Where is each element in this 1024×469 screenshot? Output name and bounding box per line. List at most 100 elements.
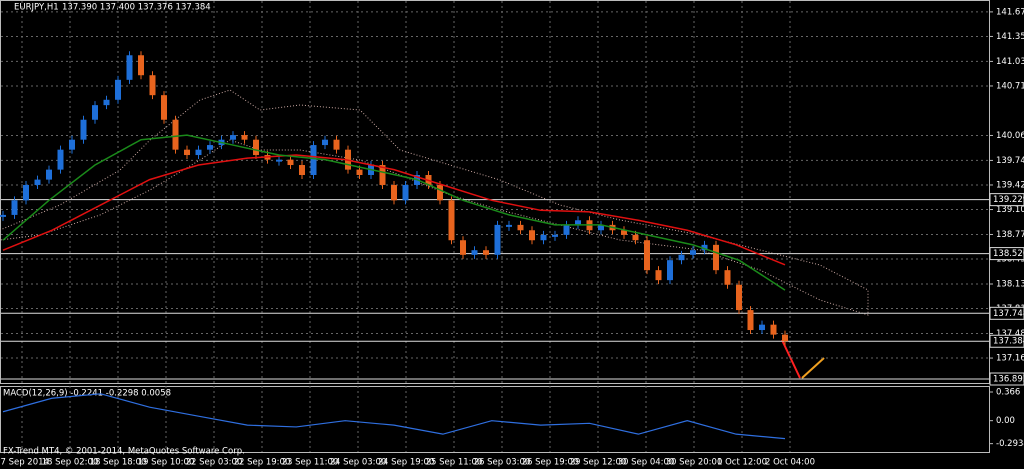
candle	[46, 169, 52, 180]
y-tick-label: 137.165	[996, 354, 1024, 364]
candle	[690, 250, 696, 255]
x-tick-label: 25 Sep 11:00	[426, 458, 483, 468]
candle	[494, 224, 501, 255]
candle	[138, 55, 144, 76]
candle	[149, 75, 156, 96]
x-tick-label: 30 Sep 20:00	[666, 458, 723, 468]
moving-average	[2, 134, 786, 291]
level-box	[989, 372, 1024, 386]
x-tick-label: 22 Sep 19:00	[234, 458, 291, 468]
candle	[184, 149, 190, 156]
x-tick-label: 23 Sep 11:00	[282, 458, 339, 468]
candle	[632, 234, 639, 241]
y-tick-label: 141.355	[996, 32, 1024, 42]
macd-title: MACD(12,26,9) -0.2241 -0.2298 0.0058	[3, 389, 171, 399]
candle	[552, 234, 558, 237]
x-tick-label: 26 Sep 19:00	[522, 458, 579, 468]
candle	[69, 139, 75, 150]
candle	[448, 200, 455, 241]
y-tick-label: 139.740	[996, 156, 1024, 166]
candle	[161, 95, 167, 120]
level-label: 137.748	[993, 309, 1024, 319]
candle	[517, 224, 524, 231]
candle	[678, 254, 685, 261]
level-label: 138.526	[993, 249, 1024, 259]
y-tick-label: 140.710	[996, 81, 1024, 91]
candle	[667, 260, 673, 281]
level-label: 139.229	[993, 195, 1024, 205]
candle	[0, 214, 6, 217]
level-box	[989, 247, 1024, 261]
candle	[115, 79, 121, 100]
y-tick-label: 138.775	[996, 230, 1024, 240]
candle	[299, 165, 305, 175]
x-tick-label: 24 Sep 19:00	[378, 458, 435, 468]
symbol: EURJPY,H1	[14, 3, 59, 13]
candle	[483, 250, 489, 255]
candle	[759, 324, 765, 331]
candle	[287, 159, 294, 166]
ohlc: 137.390 137.400 137.376 137.384	[62, 3, 211, 13]
candle	[11, 200, 18, 215]
x-tick-label: 26 Sep 03:00	[474, 458, 531, 468]
moving-average	[2, 154, 786, 266]
candle	[701, 244, 708, 251]
candle	[575, 220, 581, 225]
candle	[356, 169, 363, 175]
candle	[782, 334, 788, 342]
candle	[460, 240, 466, 255]
candle	[402, 184, 409, 201]
y-tick-label: 139.100	[996, 205, 1024, 215]
candle	[322, 139, 328, 146]
y-tick-label: 141.030	[996, 57, 1024, 67]
candle	[333, 139, 340, 150]
candle	[230, 135, 236, 140]
level-label: 136.892	[993, 375, 1024, 385]
x-tick-label: 2 Oct 04:00	[765, 458, 815, 468]
candle	[540, 234, 547, 241]
candle	[724, 270, 731, 285]
x-tick-label: 24 Sep 03:00	[330, 458, 387, 468]
y-tick-label: 140.065	[996, 131, 1024, 141]
candle	[126, 55, 133, 80]
candle	[57, 149, 64, 170]
candle	[92, 105, 98, 120]
candle	[195, 149, 202, 156]
level-box	[989, 306, 1024, 320]
candle	[34, 179, 41, 185]
candle	[563, 224, 570, 235]
candle	[391, 184, 397, 201]
candle	[23, 184, 29, 201]
y-tick-label: 138.130	[996, 279, 1024, 289]
x-tick-label: 17 Sep 2014	[0, 458, 49, 468]
candle	[644, 240, 650, 271]
candle	[747, 310, 754, 331]
candle	[437, 184, 443, 201]
candle	[506, 224, 512, 227]
candle	[80, 119, 87, 140]
y-tick-label: -0.2934	[996, 439, 1024, 449]
x-tick-label: 19 Sep 10:00	[138, 458, 195, 468]
candle	[713, 244, 719, 271]
candle	[241, 135, 248, 140]
x-tick-label: 18 Sep 02:00	[42, 458, 99, 468]
candle	[655, 270, 662, 281]
candle	[529, 230, 535, 241]
y-tick-label: 137.485	[996, 329, 1024, 339]
x-tick-label: 30 Sep 04:00	[618, 458, 675, 468]
y-tick-label: 0.366	[996, 388, 1020, 398]
x-tick-label: 29 Sep 12:00	[570, 458, 627, 468]
y-tick-label: 141.675	[996, 7, 1024, 17]
footer: FX-Trend MT4, © 2001-2014, MetaQuotes So…	[3, 447, 245, 457]
candle	[310, 145, 317, 175]
candle	[103, 99, 110, 106]
x-tick-label: 1 Oct 12:00	[717, 458, 767, 468]
candle	[598, 224, 604, 231]
candle	[770, 324, 777, 335]
candle	[253, 139, 259, 156]
level-label: 137.384	[993, 337, 1024, 347]
level-box	[989, 193, 1024, 207]
candle	[172, 119, 179, 150]
macd-frame	[0, 386, 990, 453]
